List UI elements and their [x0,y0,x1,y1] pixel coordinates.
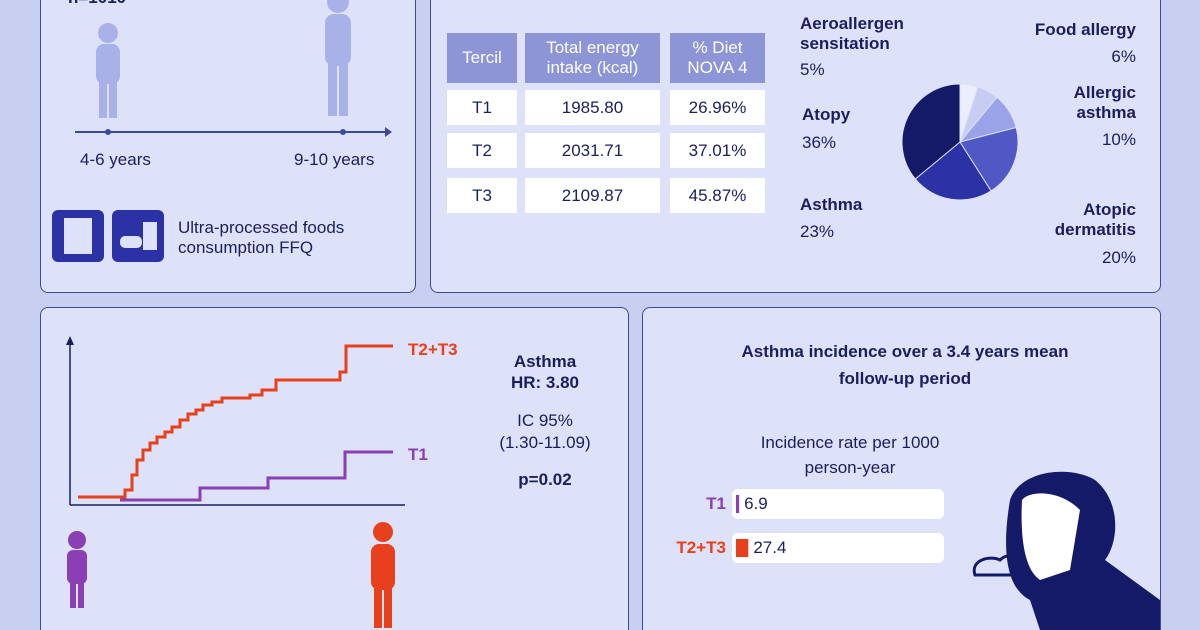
icon [143,222,157,250]
header-cell: % Diet NOVA 4 [670,33,765,83]
age-label: 9-10 years [294,150,375,169]
bar-value: 27.4 [753,538,787,557]
outcome: Asthma [513,352,577,371]
ffq-label: Ultra-processed foods consumption FFQ [178,218,345,257]
table-cell: 2109.87 [525,178,660,213]
group-label: T1 [408,445,428,464]
table-cell: T1 [447,90,517,125]
bar-category: T1 [706,494,726,513]
pie-label: Aeroallergen sensitation [800,14,904,53]
arrow [385,127,392,137]
face [1021,493,1080,580]
pie-label: Atopy [802,105,851,124]
arrow [66,336,74,345]
pie-label: Allergic asthma [1073,83,1136,122]
bar-box [732,489,944,519]
hr: HR: 3.80 [510,373,580,392]
bar [736,539,749,557]
t1-curve [120,450,393,502]
ci-title: IC 95% [517,411,573,430]
bar-box [732,533,944,563]
table-cell: T3 [447,178,517,213]
table-cell: T2 [447,133,517,168]
pie-slice [901,83,961,180]
table-cell: 26.96% [670,90,765,125]
pie-label: Atopic dermatitis [1054,200,1136,239]
dot [105,129,111,135]
pie-value: 23% [800,222,835,241]
group-label: T2+T3 [408,340,458,359]
pie-value: 36% [802,133,837,152]
n-label: n=1010 [68,0,126,8]
bar [736,495,740,513]
pie-value: 20% [1101,248,1136,267]
bar-value: 6.9 [744,494,768,513]
pie-value: 5% [800,60,825,79]
child-figures [96,0,351,118]
t2t3-curve [78,344,393,499]
pie-label: Asthma [800,195,863,214]
table-cell: 1985.80 [525,90,660,125]
ci: (1.30-11.09) [499,433,591,452]
icon [64,218,92,254]
dot [340,129,346,135]
pie-slice [959,126,1019,192]
header-cell: Tercil [447,33,517,83]
p-value: p=0.02 [518,470,572,489]
table-cell: 2031.71 [525,133,660,168]
bar-category: T2+T3 [676,538,726,557]
age-label: 4-6 years [80,150,151,169]
cough [972,554,1023,577]
table-cell: 45.87% [670,178,765,213]
pie-value: 6% [1111,47,1136,66]
child-orange [371,522,395,628]
table-cell: 37.01% [670,133,765,168]
incidence-subtitle: Incidence rate per 1000 person-year [760,433,940,477]
child-purple [67,531,87,608]
pie-label: Food allergy [1034,20,1136,39]
incidence-title: Asthma incidence over a 3.4 years mean f… [741,342,1069,388]
header-cell: Total energy intake (kcal) [525,33,660,83]
pie-slice [914,141,992,201]
icon [120,236,142,248]
pie-value: 10% [1101,130,1136,149]
